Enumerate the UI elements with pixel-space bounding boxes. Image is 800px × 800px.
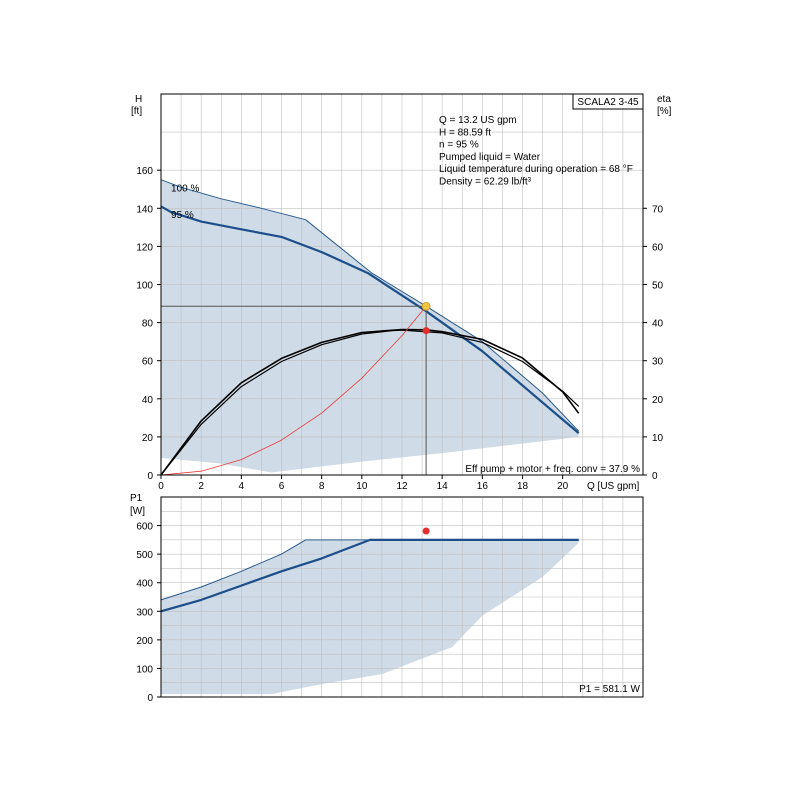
x-tick-label: 6 [279,481,285,492]
y-tick-label: 400 [136,579,153,590]
info-line: Liquid temperature during operation = 68… [439,164,633,175]
info-line: Density = 62.29 lb/ft³ [439,177,532,188]
efficiency-curve-95 [160,328,580,476]
head-curve-95 [160,205,580,434]
y-axis-unit: [W] [130,506,145,517]
y-tick-label: 600 [136,522,153,533]
y2-tick-label: 60 [652,242,664,253]
chart-title: SCALA2 3-45 [577,97,639,108]
info-line: Pumped liquid = Water [439,152,541,163]
x-tick-label: 8 [319,481,325,492]
y-axis-label: H [135,94,142,105]
info-line: H = 88.59 ft [439,127,491,138]
title-box [572,93,644,110]
y2-axis-unit: [%] [657,106,672,117]
x-tick-label: 2 [198,481,204,492]
y2-axis-label: eta [657,94,671,105]
x-tick-label: 12 [396,481,408,492]
y-tick-label: 500 [136,550,153,561]
x-tick-label: 10 [356,481,368,492]
y-tick-label: 80 [142,319,154,330]
y2-tick-label: 0 [652,471,658,482]
operating-range-area [161,539,579,695]
y-tick-label: 160 [136,166,153,177]
power-curve-95 [160,538,579,613]
efficiency-point-marker [422,327,430,335]
y-tick-label: 300 [136,607,153,618]
head-efficiency-plot: 0 2 4 6 8 10 12 14 16 18 20 Q [US gpm]0204060801001… [131,93,672,492]
y-axis-label: P1 [130,493,143,504]
curve-label: 95 % [171,210,194,221]
x-tick-label: 14 [437,481,449,492]
y-tick-label: 40 [142,395,154,406]
y-tick-label: 100 [136,664,153,675]
power-plot: 0 100 200 300 400 500 600 P1 [W] P1 = 581.1 W [130,493,644,704]
y2-tick-label: 10 [652,433,664,444]
y-axis-unit: [ft] [131,106,142,117]
x-axis-label: Q [US gpm] [587,481,639,492]
y-tick-label: 0 [147,471,153,482]
y-tick-label: 200 [136,636,153,647]
x-tick-label: 18 [517,481,529,492]
x-tick-label: 16 [477,481,489,492]
x-tick-label: 0 [158,481,164,492]
y2-tick-label: 40 [652,319,664,330]
power-point-marker [422,527,430,535]
y2-tick-label: 30 [652,357,664,368]
y-tick-label: 0 [147,693,153,704]
y2-tick-label: 70 [652,204,664,215]
system-curve [160,305,427,476]
plot-frame [160,496,644,698]
y-tick-label: 100 [136,281,153,292]
info-line: n = 95 % [439,140,479,151]
x-tick-label: 20 [557,481,569,492]
operating-range-area [161,179,579,473]
x-tick-label: 4 [239,481,245,492]
y2-tick-label: 20 [652,395,664,406]
efficiency-note: Eff pump + motor + freq. conv = 37.9 % [465,464,640,475]
y-tick-label: 20 [142,433,154,444]
info-line: Q = 13.2 US gpm [439,115,517,126]
y-tick-label: 60 [142,357,154,368]
y-tick-label: 120 [136,242,153,253]
y2-tick-label: 50 [652,281,664,292]
operating-point-marker [421,301,431,311]
y-tick-label: 140 [136,204,153,215]
power-note: P1 = 581.1 W [579,684,640,695]
head-curve-100 [160,179,580,432]
curve-label: 100 % [171,183,199,194]
